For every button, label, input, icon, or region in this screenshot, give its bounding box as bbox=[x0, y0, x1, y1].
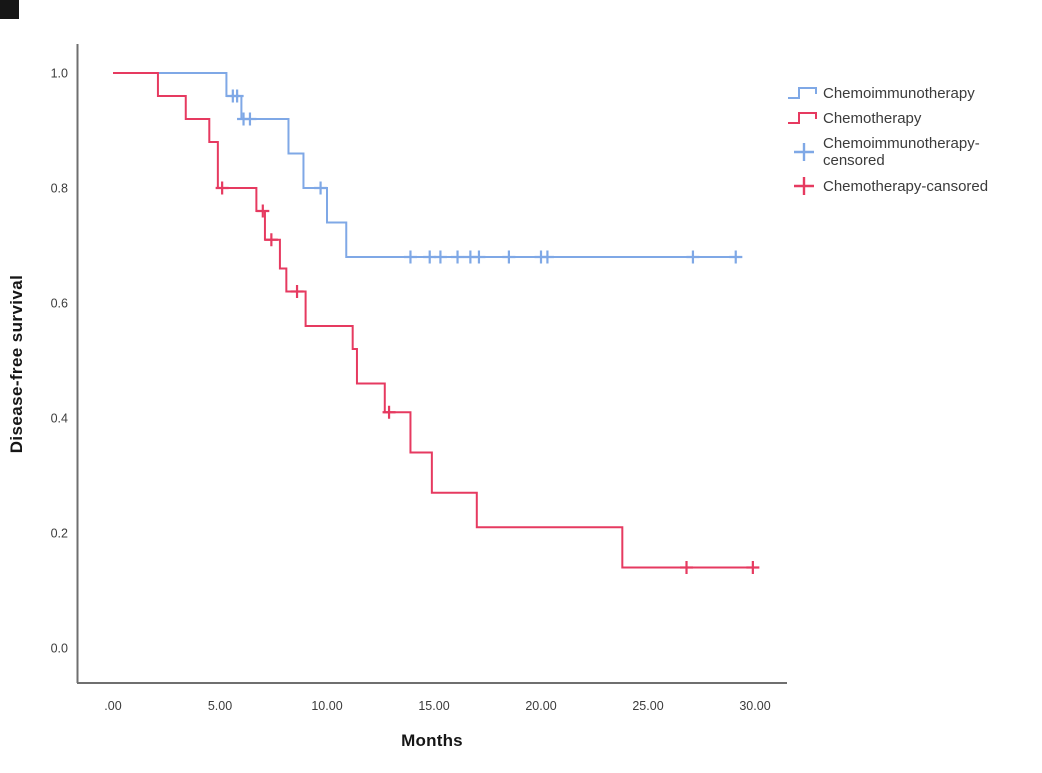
y-tick-label: 1.0 bbox=[51, 67, 68, 81]
legend-item-chemotherapy: Chemotherapy bbox=[786, 109, 1038, 127]
survival-curve-chemotherapy bbox=[113, 72, 755, 569]
x-tick-label: 25.00 bbox=[632, 699, 663, 713]
censored-mark-chemoimmunotherapy bbox=[686, 250, 700, 264]
censored-mark-chemoimmunotherapy bbox=[230, 89, 244, 103]
y-axis-title: Disease-free survival bbox=[7, 274, 26, 454]
censored-mark-chemotherapy bbox=[264, 233, 278, 247]
legend-item-chemoimmunotherapy: Chemoimmunotherapy bbox=[786, 84, 1038, 102]
censored-mark-chemotherapy bbox=[680, 561, 694, 574]
censored-mark-chemoimmunotherapy bbox=[314, 181, 328, 195]
censored-mark-chemotherapy bbox=[256, 204, 270, 218]
x-tick-label: 5.00 bbox=[208, 699, 232, 713]
censored-mark-chemoimmunotherapy bbox=[729, 250, 743, 264]
censored-mark-chemoimmunotherapy bbox=[403, 250, 417, 264]
legend: Chemoimmunotherapy Chemotherapy Chemoimm… bbox=[786, 84, 1038, 195]
step-line-marker-icon bbox=[788, 112, 817, 124]
legend-label: Chemoimmunotherapy-censored bbox=[823, 135, 980, 169]
y-tick-label: 0.2 bbox=[51, 527, 68, 541]
censored-mark-chemoimmunotherapy bbox=[243, 112, 257, 126]
x-tick-label: 15.00 bbox=[418, 699, 449, 713]
y-tick-label: 0.0 bbox=[51, 642, 68, 656]
censored-mark-chemotherapy bbox=[290, 285, 304, 298]
legend-item-chemotherapy-censored: Chemotherapy-cansored bbox=[786, 177, 1038, 195]
censored-mark-chemoimmunotherapy bbox=[540, 250, 554, 264]
step-line-marker-icon bbox=[788, 87, 817, 99]
censored-mark-chemoimmunotherapy bbox=[433, 250, 447, 264]
y-tick-label: 0.8 bbox=[51, 182, 68, 196]
corner-artifact bbox=[0, 0, 19, 19]
censored-mark-chemoimmunotherapy bbox=[472, 250, 486, 264]
censored-mark-chemoimmunotherapy bbox=[502, 250, 516, 264]
censored-mark-chemoimmunotherapy bbox=[451, 250, 465, 264]
censored-mark-chemotherapy bbox=[382, 405, 396, 419]
survival-curve-chemoimmunotherapy bbox=[113, 72, 743, 258]
plus-marker-icon bbox=[794, 177, 814, 195]
censored-mark-chemotherapy bbox=[746, 561, 760, 574]
plus-marker-icon bbox=[794, 143, 814, 161]
y-tick-label: 0.6 bbox=[51, 297, 68, 311]
censored-mark-chemotherapy bbox=[215, 181, 229, 195]
legend-label: Chemotherapy bbox=[823, 109, 922, 127]
x-tick-label: 20.00 bbox=[525, 699, 556, 713]
x-tick-label: .00 bbox=[104, 699, 121, 713]
legend-label: Chemotherapy-cansored bbox=[823, 177, 989, 195]
x-tick-label: 30.00 bbox=[739, 699, 770, 713]
x-tick-label: 10.00 bbox=[311, 699, 342, 713]
y-tick-label: 0.4 bbox=[51, 412, 68, 426]
legend-item-chemoimmunotherapy-censored: Chemoimmunotherapy-censored bbox=[786, 134, 1038, 170]
x-axis-title: Months bbox=[401, 731, 463, 750]
legend-label: Chemoimmunotherapy bbox=[823, 84, 975, 102]
